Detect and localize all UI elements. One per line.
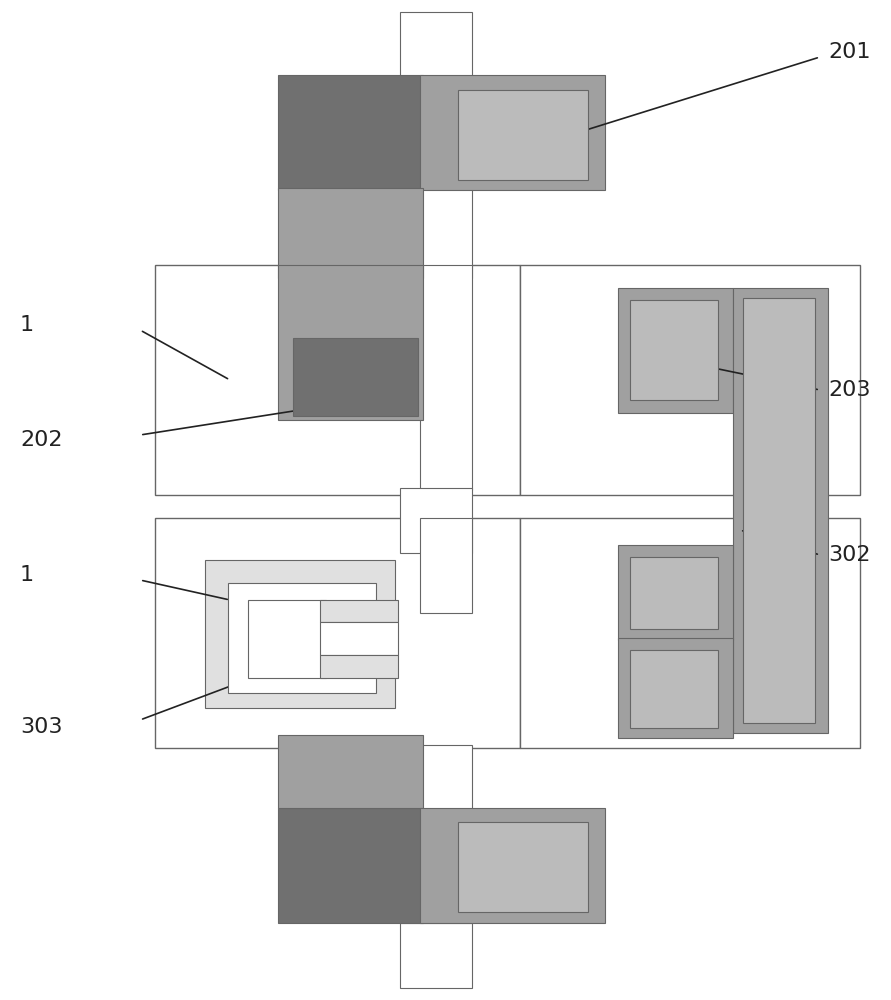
Text: 302: 302 — [828, 545, 871, 565]
Bar — [400, 12, 472, 77]
Bar — [293, 338, 418, 416]
Bar — [320, 600, 398, 622]
Bar — [278, 808, 423, 923]
Bar — [248, 600, 326, 678]
Bar — [420, 265, 472, 490]
Bar — [205, 560, 395, 708]
Bar — [400, 923, 472, 988]
Bar — [618, 638, 733, 738]
Text: 303: 303 — [20, 717, 62, 737]
Bar — [278, 265, 423, 420]
Bar — [520, 518, 860, 748]
Bar — [458, 90, 588, 180]
Bar — [630, 300, 718, 400]
Bar — [155, 518, 520, 748]
Bar — [400, 745, 472, 810]
Text: 201: 201 — [828, 42, 871, 62]
Text: 1: 1 — [20, 315, 34, 335]
Text: 202: 202 — [20, 430, 62, 450]
Bar — [228, 583, 376, 693]
Bar — [320, 622, 398, 655]
Bar — [278, 188, 423, 278]
Bar — [400, 488, 472, 553]
Bar — [420, 808, 605, 923]
Bar — [278, 735, 423, 808]
Bar — [420, 75, 605, 190]
Text: 203: 203 — [828, 380, 871, 400]
Bar — [618, 288, 733, 413]
Bar — [733, 288, 828, 733]
Bar — [618, 545, 733, 640]
Text: 1: 1 — [20, 565, 34, 585]
Bar — [630, 650, 718, 728]
Bar — [320, 655, 398, 678]
Bar — [630, 557, 718, 629]
Bar — [520, 265, 860, 495]
Bar — [458, 822, 588, 912]
Bar — [278, 75, 423, 190]
Bar — [420, 518, 472, 613]
Bar — [155, 265, 520, 495]
Bar — [420, 188, 472, 278]
Bar — [743, 298, 815, 723]
